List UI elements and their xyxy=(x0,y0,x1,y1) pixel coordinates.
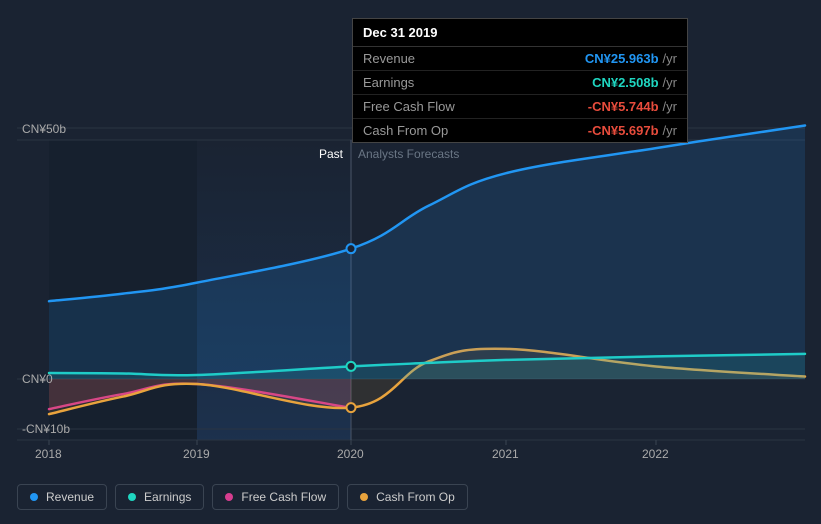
tooltip-date: Dec 31 2019 xyxy=(353,19,687,47)
tooltip-row-unit: /yr xyxy=(663,99,677,114)
legend-item-cfo[interactable]: Cash From Op xyxy=(347,484,468,510)
tooltip-row: Cash From Op -CN¥5.697b /yr xyxy=(353,119,687,142)
legend-item-label: Free Cash Flow xyxy=(241,490,326,504)
tooltip-row-label: Free Cash Flow xyxy=(363,99,588,114)
legend-dot-icon xyxy=(360,493,368,501)
tooltip-row-value: -CN¥5.744b xyxy=(588,99,659,114)
tooltip-row: Earnings CN¥2.508b /yr xyxy=(353,71,687,95)
x-axis-label: 2019 xyxy=(183,447,210,461)
legend-dot-icon xyxy=(225,493,233,501)
legend-item-revenue[interactable]: Revenue xyxy=(17,484,107,510)
x-axis-label: 2021 xyxy=(492,447,519,461)
tooltip-row-label: Cash From Op xyxy=(363,123,588,138)
legend-item-label: Earnings xyxy=(144,490,191,504)
tooltip-row-unit: /yr xyxy=(663,123,677,138)
legend-item-fcf[interactable]: Free Cash Flow xyxy=(212,484,339,510)
legend-dot-icon xyxy=(128,493,136,501)
forecast-label: Analysts Forecasts xyxy=(358,147,459,161)
tooltip-row-label: Earnings xyxy=(363,75,592,90)
tooltip-row: Revenue CN¥25.963b /yr xyxy=(353,47,687,71)
tooltip-row-value: -CN¥5.697b xyxy=(588,123,659,138)
y-axis-label: CN¥0 xyxy=(22,372,53,386)
legend-item-earnings[interactable]: Earnings xyxy=(115,484,204,510)
past-label: Past xyxy=(319,147,343,161)
hover-tooltip: Dec 31 2019 Revenue CN¥25.963b /yr Earni… xyxy=(352,18,688,143)
x-axis-label: 2020 xyxy=(337,447,364,461)
x-axis-label: 2022 xyxy=(642,447,669,461)
legend-item-label: Revenue xyxy=(46,490,94,504)
chart-container: CN¥50b CN¥0 -CN¥10b 2018 2019 2020 2021 … xyxy=(0,0,821,524)
tooltip-row-value: CN¥2.508b xyxy=(592,75,658,90)
legend: Revenue Earnings Free Cash Flow Cash Fro… xyxy=(17,484,468,510)
tooltip-row: Free Cash Flow -CN¥5.744b /yr xyxy=(353,95,687,119)
tooltip-row-unit: /yr xyxy=(663,75,677,90)
legend-item-label: Cash From Op xyxy=(376,490,455,504)
tooltip-row-value: CN¥25.963b xyxy=(585,51,659,66)
y-axis-label: CN¥50b xyxy=(22,122,66,136)
tooltip-row-label: Revenue xyxy=(363,51,585,66)
legend-dot-icon xyxy=(30,493,38,501)
tooltip-row-unit: /yr xyxy=(663,51,677,66)
y-axis-label: -CN¥10b xyxy=(22,422,70,436)
x-axis-label: 2018 xyxy=(35,447,62,461)
